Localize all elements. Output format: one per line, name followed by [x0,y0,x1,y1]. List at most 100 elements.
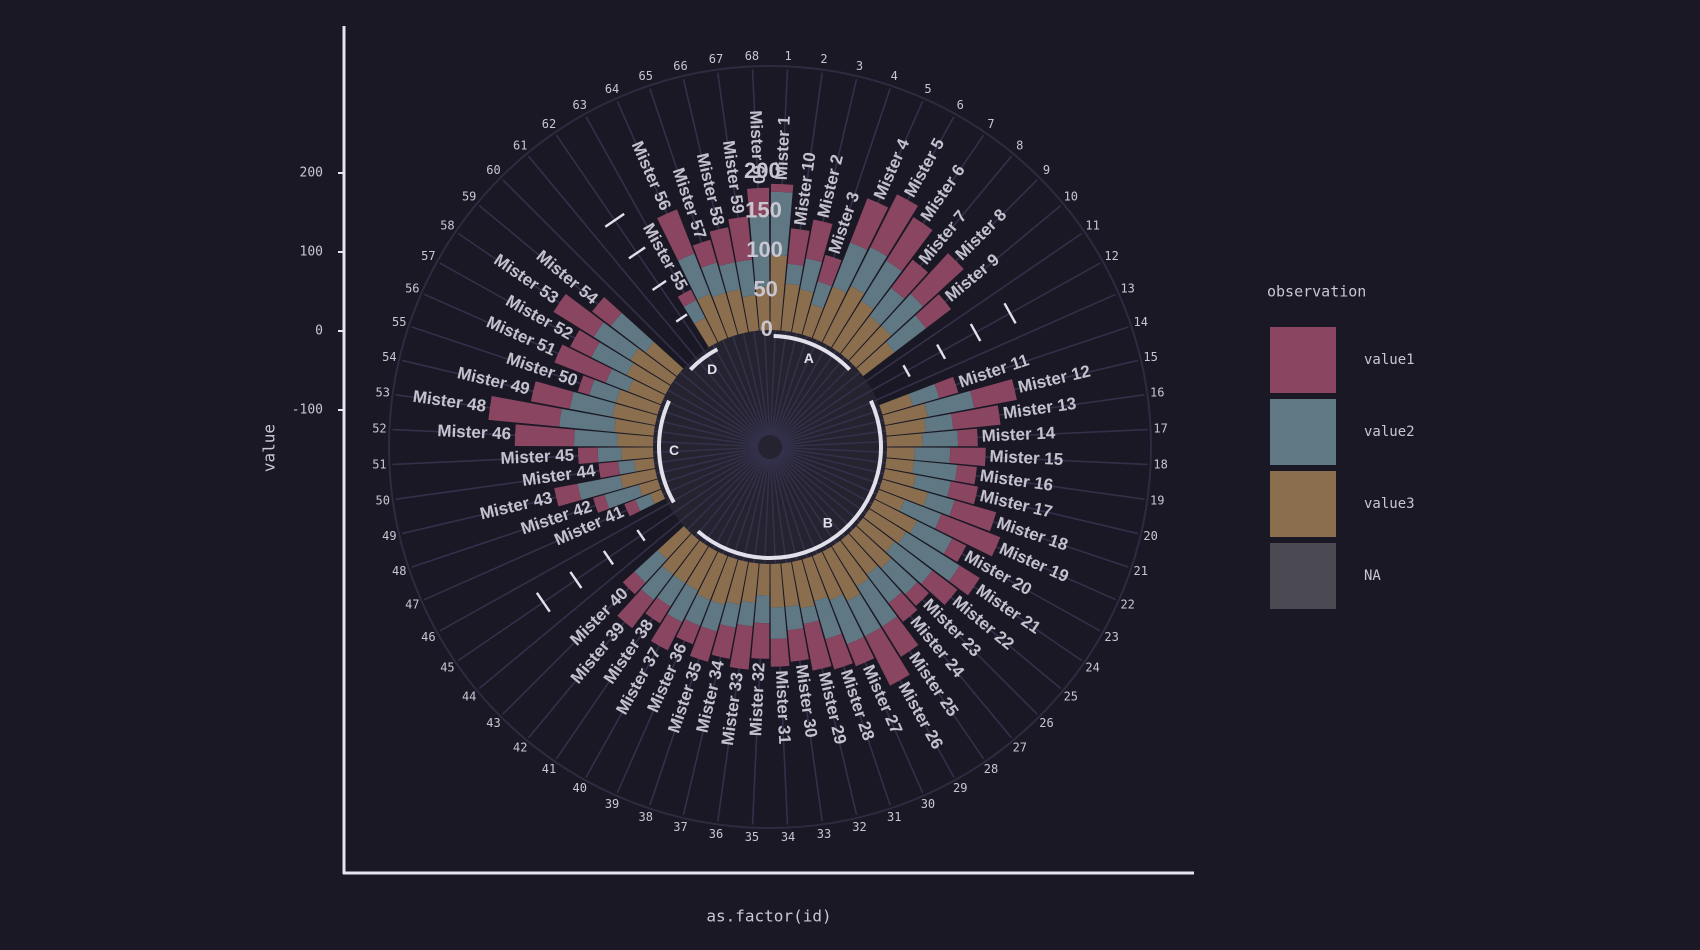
id-tick-label: 33 [817,827,831,841]
id-tick-label: 10 [1064,190,1078,204]
bar-segment-value3 [694,317,718,348]
bar-segment-value2 [591,342,634,375]
group-arc-B [696,399,883,560]
bar-segment-value3 [626,363,671,395]
bar-segment-value2 [574,429,619,447]
bar-segment-value1 [530,381,574,409]
bar-segment-value2 [886,541,933,584]
id-tick-label: 35 [745,830,759,844]
id-tick-label: 30 [921,797,935,811]
bar-segment-value1 [689,626,717,662]
bar-segment-value2 [593,322,639,360]
id-tick-label: 56 [405,282,419,296]
id-tick-label: 13 [1120,282,1134,296]
bar-segment-value1 [905,582,929,606]
bar-segment-value2 [749,215,770,288]
bar-label: Mister 14 [981,423,1056,445]
bar-segment-value2 [678,253,711,300]
bar-segment-value1 [650,614,682,651]
bar-segment-value2 [811,281,832,309]
radial-scale-label: 150 [745,197,782,222]
legend-swatch [1270,543,1336,609]
bar-segment-value2 [635,493,655,511]
bar-segment-value2 [701,262,726,298]
bar-segment-value1 [770,638,790,667]
radial-gridline [439,452,760,632]
bar-segment-value1 [593,494,610,513]
bar-segment-value1 [935,514,1001,557]
bar-segment-value3 [615,389,661,415]
bar-segment-value1 [676,619,700,645]
bar-segment-value3 [822,546,861,601]
id-tick-label: 64 [605,82,619,96]
id-tick-label: 57 [421,249,435,263]
bar-segment-value3 [781,283,800,332]
id-tick-label: 51 [372,458,386,472]
bar-segment-value2 [910,520,953,554]
bar-segment-value2 [861,260,902,310]
y-tick-label: -100 [292,403,323,418]
legend-swatch [1270,327,1336,393]
bar-segment-value2 [857,578,898,627]
bar-segment-value3 [770,563,785,608]
group-arc-A [773,334,852,372]
bar-segment-value1 [711,624,736,659]
bar-segment-value2 [800,258,822,293]
bar-segment-value3 [812,551,843,601]
bar-segment-value1 [598,461,620,479]
id-tick-label: 12 [1104,249,1118,263]
bar-segment-value3 [673,540,709,584]
bar-segment-value2 [770,606,788,640]
id-tick-label: 8 [1016,139,1023,153]
bar-segment-value1 [553,293,604,337]
bar-segment-value2 [829,594,864,645]
y-tick-label: 100 [300,245,323,260]
bar-segment-value2 [610,312,654,353]
bar-label: Mister 46 [437,421,512,443]
legend-entry-label: value2 [1364,424,1415,440]
id-tick-label: 22 [1120,597,1134,611]
bar-label: Mister 48 [412,387,488,416]
bar-segment-value2 [657,575,686,607]
id-tick-label: 6 [957,98,964,112]
id-tick-label: 65 [639,69,653,83]
y-tick-label: 200 [300,166,323,181]
id-tick-label: 9 [1043,163,1050,177]
bar-segment-value1 [825,633,853,670]
bars [488,183,1017,686]
bar-segment-value2 [634,550,667,583]
bar-segment-value1 [514,424,575,447]
id-tick-label: 67 [709,52,723,66]
id-tick-label: 41 [542,762,556,776]
bar-segment-value2 [924,390,975,417]
y-tick-label: 0 [315,324,323,339]
bar-segment-value2 [913,474,951,497]
bar-segment-value1 [850,198,889,250]
scale-dash [535,592,551,613]
bar-segment-value2 [569,391,616,417]
id-tick-label: 66 [673,59,687,73]
bar-segment-value1 [747,187,770,217]
bar-segment-value1 [891,259,929,299]
bar-segment-value1 [617,589,654,629]
bar-segment-value2 [923,413,954,432]
id-tick-label: 21 [1134,564,1148,578]
bar-segment-value1 [882,616,919,657]
bar-segment-value1 [787,228,810,266]
id-tick-label: 36 [709,827,723,841]
bar-segment-value2 [881,293,924,336]
bar-label: Mister 32 [746,662,768,737]
id-tick-label: 32 [852,820,866,834]
id-tick-label: 43 [486,716,500,730]
bar-segment-value2 [604,484,643,509]
bar-segment-value2 [685,594,711,626]
bar-segment-value3 [831,540,869,587]
bar-segment-value1 [657,209,695,261]
bar-segment-value3 [621,447,654,461]
bar-segment-value1 [622,571,646,595]
bar-segment-value1 [915,294,952,329]
bar-segment-value3 [697,551,728,601]
scale-dash [604,212,625,228]
bar-segment-value3 [770,254,788,331]
bar-segment-value1 [870,194,919,257]
